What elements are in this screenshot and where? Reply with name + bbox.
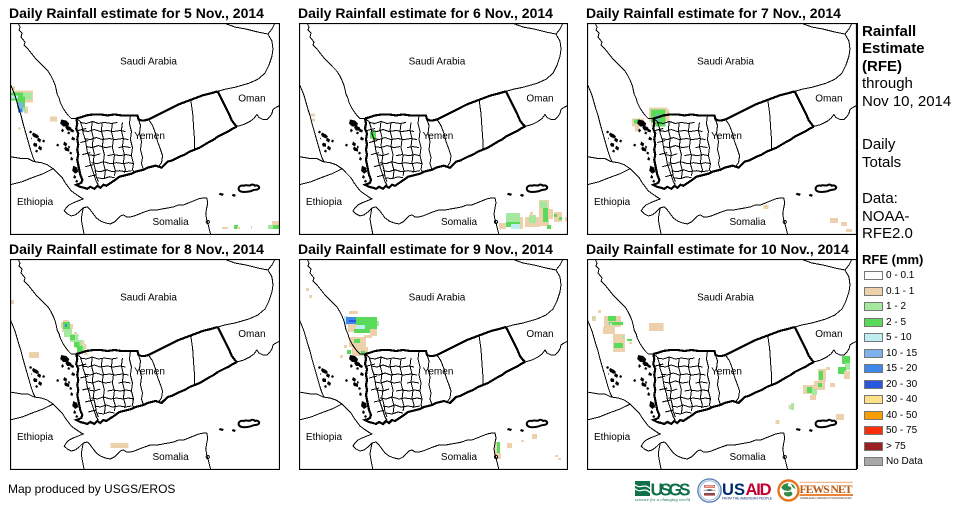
svg-text:science for a changing world: science for a changing world bbox=[635, 497, 691, 502]
svg-text:US: US bbox=[722, 481, 745, 499]
svg-text:FEWS NET: FEWS NET bbox=[800, 482, 853, 496]
svg-text:USGS: USGS bbox=[651, 480, 691, 500]
svg-text:AID: AID bbox=[746, 481, 772, 499]
svg-text:FROM THE AMERICAN PEOPLE: FROM THE AMERICAN PEOPLE bbox=[722, 496, 773, 500]
svg-text:FAMINE EARLY WARNING SYSTEMS N: FAMINE EARLY WARNING SYSTEMS NETWORK bbox=[800, 496, 852, 500]
